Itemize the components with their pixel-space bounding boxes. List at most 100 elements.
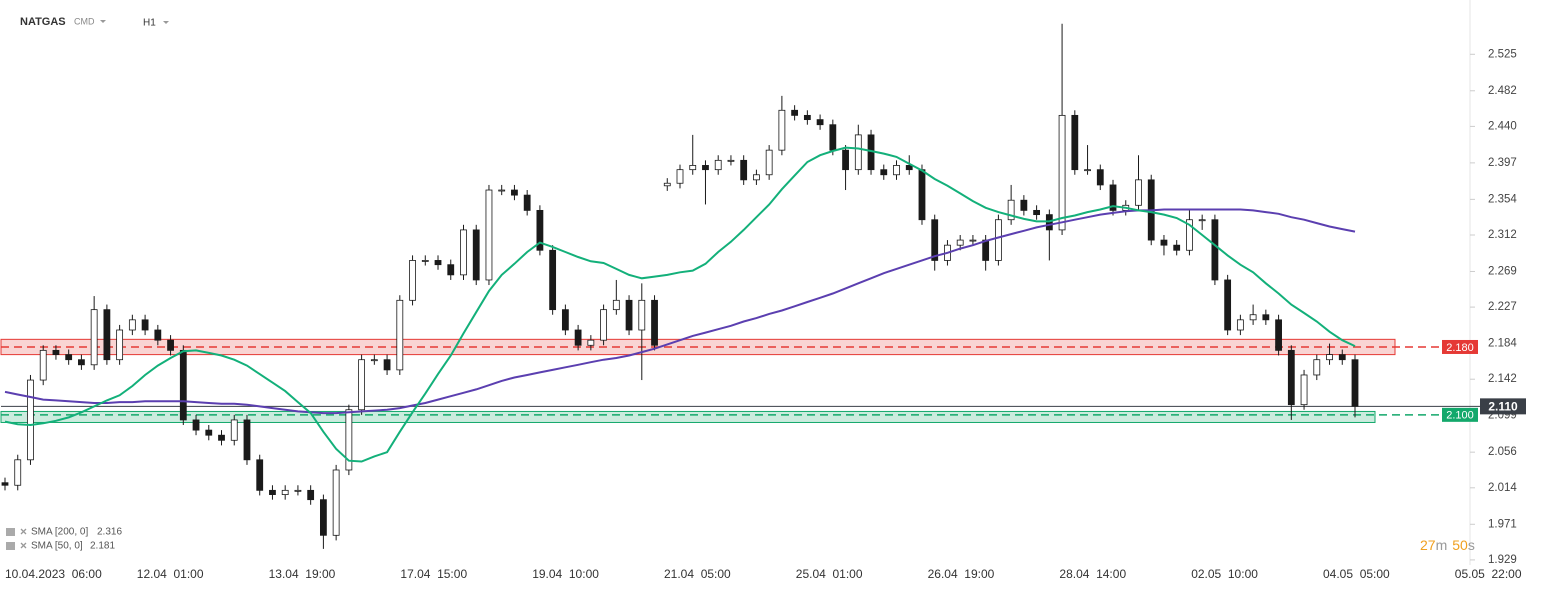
candle-body [472,229,480,281]
y-tick-label: 2.312 [1488,229,1517,241]
candle-body [714,159,722,171]
candle-body [842,149,849,171]
candle-body [128,319,136,331]
candle-body [141,319,149,331]
candle-body [676,169,684,184]
legend-icon [6,528,15,536]
candle-body [332,469,340,536]
countdown-part: 27 [1420,537,1436,553]
candle-body [498,189,506,192]
candle-body [179,349,187,421]
countdown-part: 50 [1452,537,1468,553]
candle-body [778,109,786,151]
candle-body [103,309,111,361]
candle-body [90,309,98,366]
candle-body [702,165,709,171]
candle-body [1,482,9,486]
countdown-part: m [1436,537,1448,553]
candle-body [65,354,73,361]
candle-body [625,299,633,331]
current-price-box [1480,398,1526,415]
candle-body [727,159,735,162]
candle-body [1186,219,1193,251]
candle-body [281,489,289,495]
candle-body [651,299,658,346]
candle-body [358,359,366,411]
candle-body [1160,239,1168,246]
candle-body [969,239,977,242]
candle-body [294,489,302,492]
candle-body [829,124,837,151]
y-tick-label: 2.525 [1488,48,1517,60]
candle-body [370,359,378,362]
candle-body [1236,319,1244,331]
candle-body [396,299,404,371]
candle-body [587,339,595,346]
candle-body [1135,179,1142,206]
candle-body [218,434,225,441]
candle-body [1338,354,1346,361]
candle-body [1198,219,1206,222]
candle-body [409,260,416,301]
candle-body [14,459,22,486]
candle-body [1096,169,1104,186]
candles [1,23,1359,549]
candle-body [638,299,646,331]
candle-body [1300,374,1308,406]
candle-body [307,489,315,501]
level-label-box [1442,339,1478,354]
candle-body [1071,114,1079,171]
caret [163,21,169,24]
candle-body [1224,279,1232,331]
candle-body [600,309,607,341]
candle-body [205,429,213,436]
market[interactable]: CMD [74,16,95,26]
y-tick-label: 2.142 [1488,373,1517,385]
y-tick-label: 2.354 [1488,193,1517,205]
candle-body [167,339,174,351]
candle-body [1109,184,1117,211]
candle-body [39,349,47,381]
candle-body [1326,354,1333,361]
candle-body [1211,219,1219,281]
candle-body [689,165,697,171]
x-tick-label: 26.04 19:00 [928,567,995,581]
legend-close [20,542,27,549]
candle-body [803,114,811,121]
x-tick-label: 04.05 05:00 [1323,567,1390,581]
candle-body [269,489,276,495]
candle-body [192,419,200,431]
candle-body [893,165,900,176]
candle-body [765,149,773,176]
candle-body [740,159,748,181]
y-tick-label: 2.056 [1488,446,1517,458]
level-zone [0,410,1376,423]
x-tick-label: 10.04.2023 06:00 [5,567,102,581]
x-tick-label: 19.04 10:00 [532,567,599,581]
candle-body [880,169,888,176]
y-tick-label: 2.227 [1488,301,1517,313]
y-tick-label: 2.482 [1488,85,1517,97]
x-tick-label: 21.04 05:00 [664,567,731,581]
sma-line [4,208,1356,415]
legend-icon [6,542,15,550]
candle-body [27,379,34,461]
timeframe[interactable]: H1 [143,18,156,29]
countdown: 27m 50s [1420,537,1475,553]
y-tick-label: 2.014 [1488,482,1517,494]
candle-body [319,499,327,536]
candle-body [421,260,429,262]
legend-value: 2.181 [90,541,115,552]
candle-body [854,134,862,171]
y-tick-label: 2.184 [1488,338,1517,350]
level-label-box [1442,407,1478,422]
legend-name: SMA [200, 0] [31,527,88,538]
candle-body [956,239,964,246]
candle-body [536,209,544,251]
candle-body [1313,359,1321,376]
sma-line [4,146,1356,463]
candle-body [663,182,671,187]
x-tick-label: 05.05 22:00 [1455,567,1522,581]
x-tick-label: 13.04 19:00 [269,567,336,581]
